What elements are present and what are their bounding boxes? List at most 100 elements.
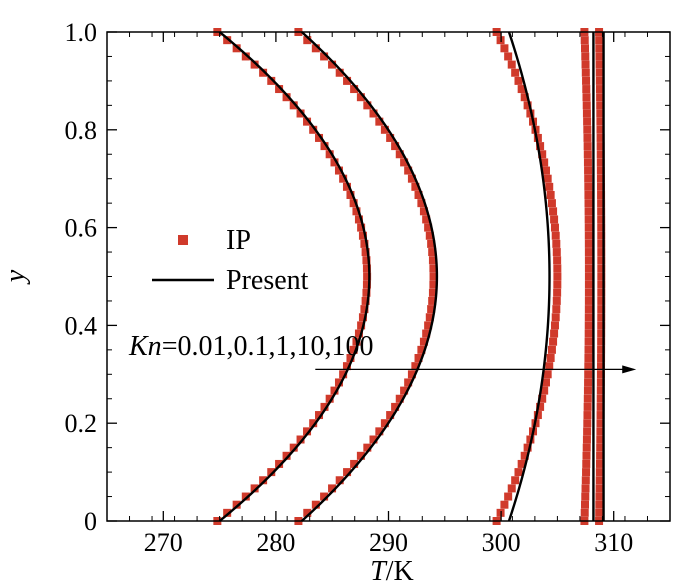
ip-point-kn-10 (581, 60, 590, 69)
ip-point-kn-0.1 (311, 500, 320, 509)
ip-point-kn-0.01 (241, 52, 250, 61)
ip-point-kn-0.01 (330, 386, 339, 395)
ip-point-kn-10 (584, 313, 593, 322)
ip-point-kn-1 (507, 60, 516, 69)
ip-point-kn-0.01 (358, 231, 367, 240)
ip-point-kn-10 (584, 239, 593, 248)
ip-point-kn-0.1 (320, 52, 329, 61)
ip-point-kn-100 (597, 345, 606, 354)
y-tick-label: 1.0 (65, 18, 98, 47)
ip-point-kn-1 (549, 207, 558, 216)
ip-point-kn-0.1 (369, 109, 378, 118)
ip-point-kn-0.01 (267, 76, 276, 85)
ip-point-kn-10 (584, 191, 593, 199)
ip-point-kn-1 (511, 68, 520, 77)
present-line-kn-0.1 (300, 31, 439, 522)
ip-point-kn-0.1 (363, 443, 372, 452)
ip-point-kn-0.1 (375, 427, 384, 436)
ip-point-kn-0.1 (417, 345, 426, 354)
ip-point-kn-10 (583, 133, 592, 142)
ip-point-kn-0.1 (404, 378, 413, 387)
ip-point-kn-10 (584, 174, 593, 183)
ip-point-kn-10 (581, 484, 590, 493)
ip-point-kn-0.1 (303, 36, 312, 45)
ip-point-kn-10 (583, 394, 592, 403)
ip-point-kn-0.1 (386, 133, 395, 142)
ip-point-kn-10 (584, 378, 593, 387)
ip-point-kn-10 (584, 329, 593, 338)
ip-point-kn-0.01 (259, 68, 268, 77)
ip-point-kn-100 (596, 443, 605, 452)
ip-point-kn-10 (581, 500, 589, 509)
ip-point-kn-0.1 (350, 459, 359, 468)
ip-point-kn-0.1 (380, 419, 389, 428)
ip-point-kn-0.1 (428, 296, 437, 305)
ip-point-kn-10 (582, 451, 591, 460)
ip-point-kn-0.01 (361, 296, 370, 305)
ip-point-kn-10 (584, 223, 593, 232)
ip-point-kn-100 (596, 174, 605, 183)
ip-point-kn-10 (584, 256, 593, 265)
ip-point-kn-0.1 (320, 492, 329, 501)
ip-point-kn-0.01 (354, 329, 363, 338)
ip-point-kn-1 (538, 394, 547, 403)
ip-point-kn-10 (583, 427, 592, 436)
ip-point-kn-0.01 (275, 459, 284, 468)
ip-point-kn-0.1 (428, 248, 437, 257)
ip-point-kn-10 (583, 125, 592, 134)
present-line-kn-1 (507, 31, 551, 522)
ip-point-kn-100 (596, 427, 605, 436)
ip-point-kn-1 (553, 264, 562, 273)
ip-point-kn-100 (595, 36, 604, 45)
ip-point-kn-0.1 (391, 402, 400, 411)
ip-point-kn-0.01 (320, 142, 329, 151)
kn-arrow-head (622, 365, 637, 374)
ip-point-kn-0.01 (296, 435, 305, 444)
ip-point-kn-100 (597, 280, 606, 289)
ip-point-kn-1 (553, 256, 562, 265)
ip-point-kn-1 (551, 231, 560, 240)
x-tick-label: 290 (369, 528, 408, 557)
ip-point-kn-100 (595, 44, 604, 53)
ip-point-kn-100 (595, 68, 604, 77)
ip-point-kn-100 (597, 354, 606, 362)
ip-point-kn-100 (595, 85, 604, 94)
ip-point-kn-0.01 (309, 125, 318, 134)
ip-point-kn-100 (596, 435, 605, 444)
ip-point-kn-0.1 (414, 354, 423, 362)
ip-point-kn-0.1 (414, 191, 423, 199)
ip-point-kn-0.1 (429, 264, 438, 273)
ip-point-kn-0.1 (422, 329, 431, 338)
ip-point-kn-10 (584, 264, 593, 273)
ip-point-kn-0.1 (422, 215, 431, 224)
ip-point-kn-0.1 (411, 182, 420, 191)
ip-point-kn-0.01 (320, 402, 329, 411)
ip-point-kn-1 (520, 93, 529, 102)
ip-point-kn-10 (582, 85, 591, 94)
ip-point-kn-0.1 (343, 468, 352, 477)
ip-point-kn-0.01 (282, 451, 291, 460)
ip-point-kn-0.1 (335, 476, 344, 485)
ip-point-kn-0.1 (380, 125, 389, 134)
ip-point-kn-0.01 (358, 313, 367, 322)
ip-point-kn-0.1 (350, 85, 359, 94)
ip-point-kn-0.1 (411, 362, 420, 371)
present-series-layer (218, 31, 605, 522)
y-tick-label: 0.8 (65, 116, 98, 145)
ip-point-kn-0.01 (360, 305, 369, 314)
ip-point-kn-10 (584, 199, 593, 208)
ip-point-kn-1 (517, 459, 526, 468)
ip-point-kn-10 (584, 207, 593, 216)
ip-point-kn-0.01 (339, 174, 348, 183)
x-tick-label: 300 (482, 528, 521, 557)
ip-point-kn-1 (553, 288, 562, 297)
ip-point-kn-0.01 (346, 354, 355, 362)
ip-point-kn-10 (584, 248, 593, 257)
ip-point-kn-10 (584, 345, 593, 354)
ip-point-kn-0.01 (232, 500, 241, 509)
ip-point-kn-10 (581, 52, 590, 61)
ip-point-kn-1 (533, 133, 542, 142)
ip-point-kn-0.1 (386, 411, 395, 420)
ip-point-kn-0.01 (275, 85, 284, 94)
ip-point-kn-0.01 (342, 182, 351, 191)
